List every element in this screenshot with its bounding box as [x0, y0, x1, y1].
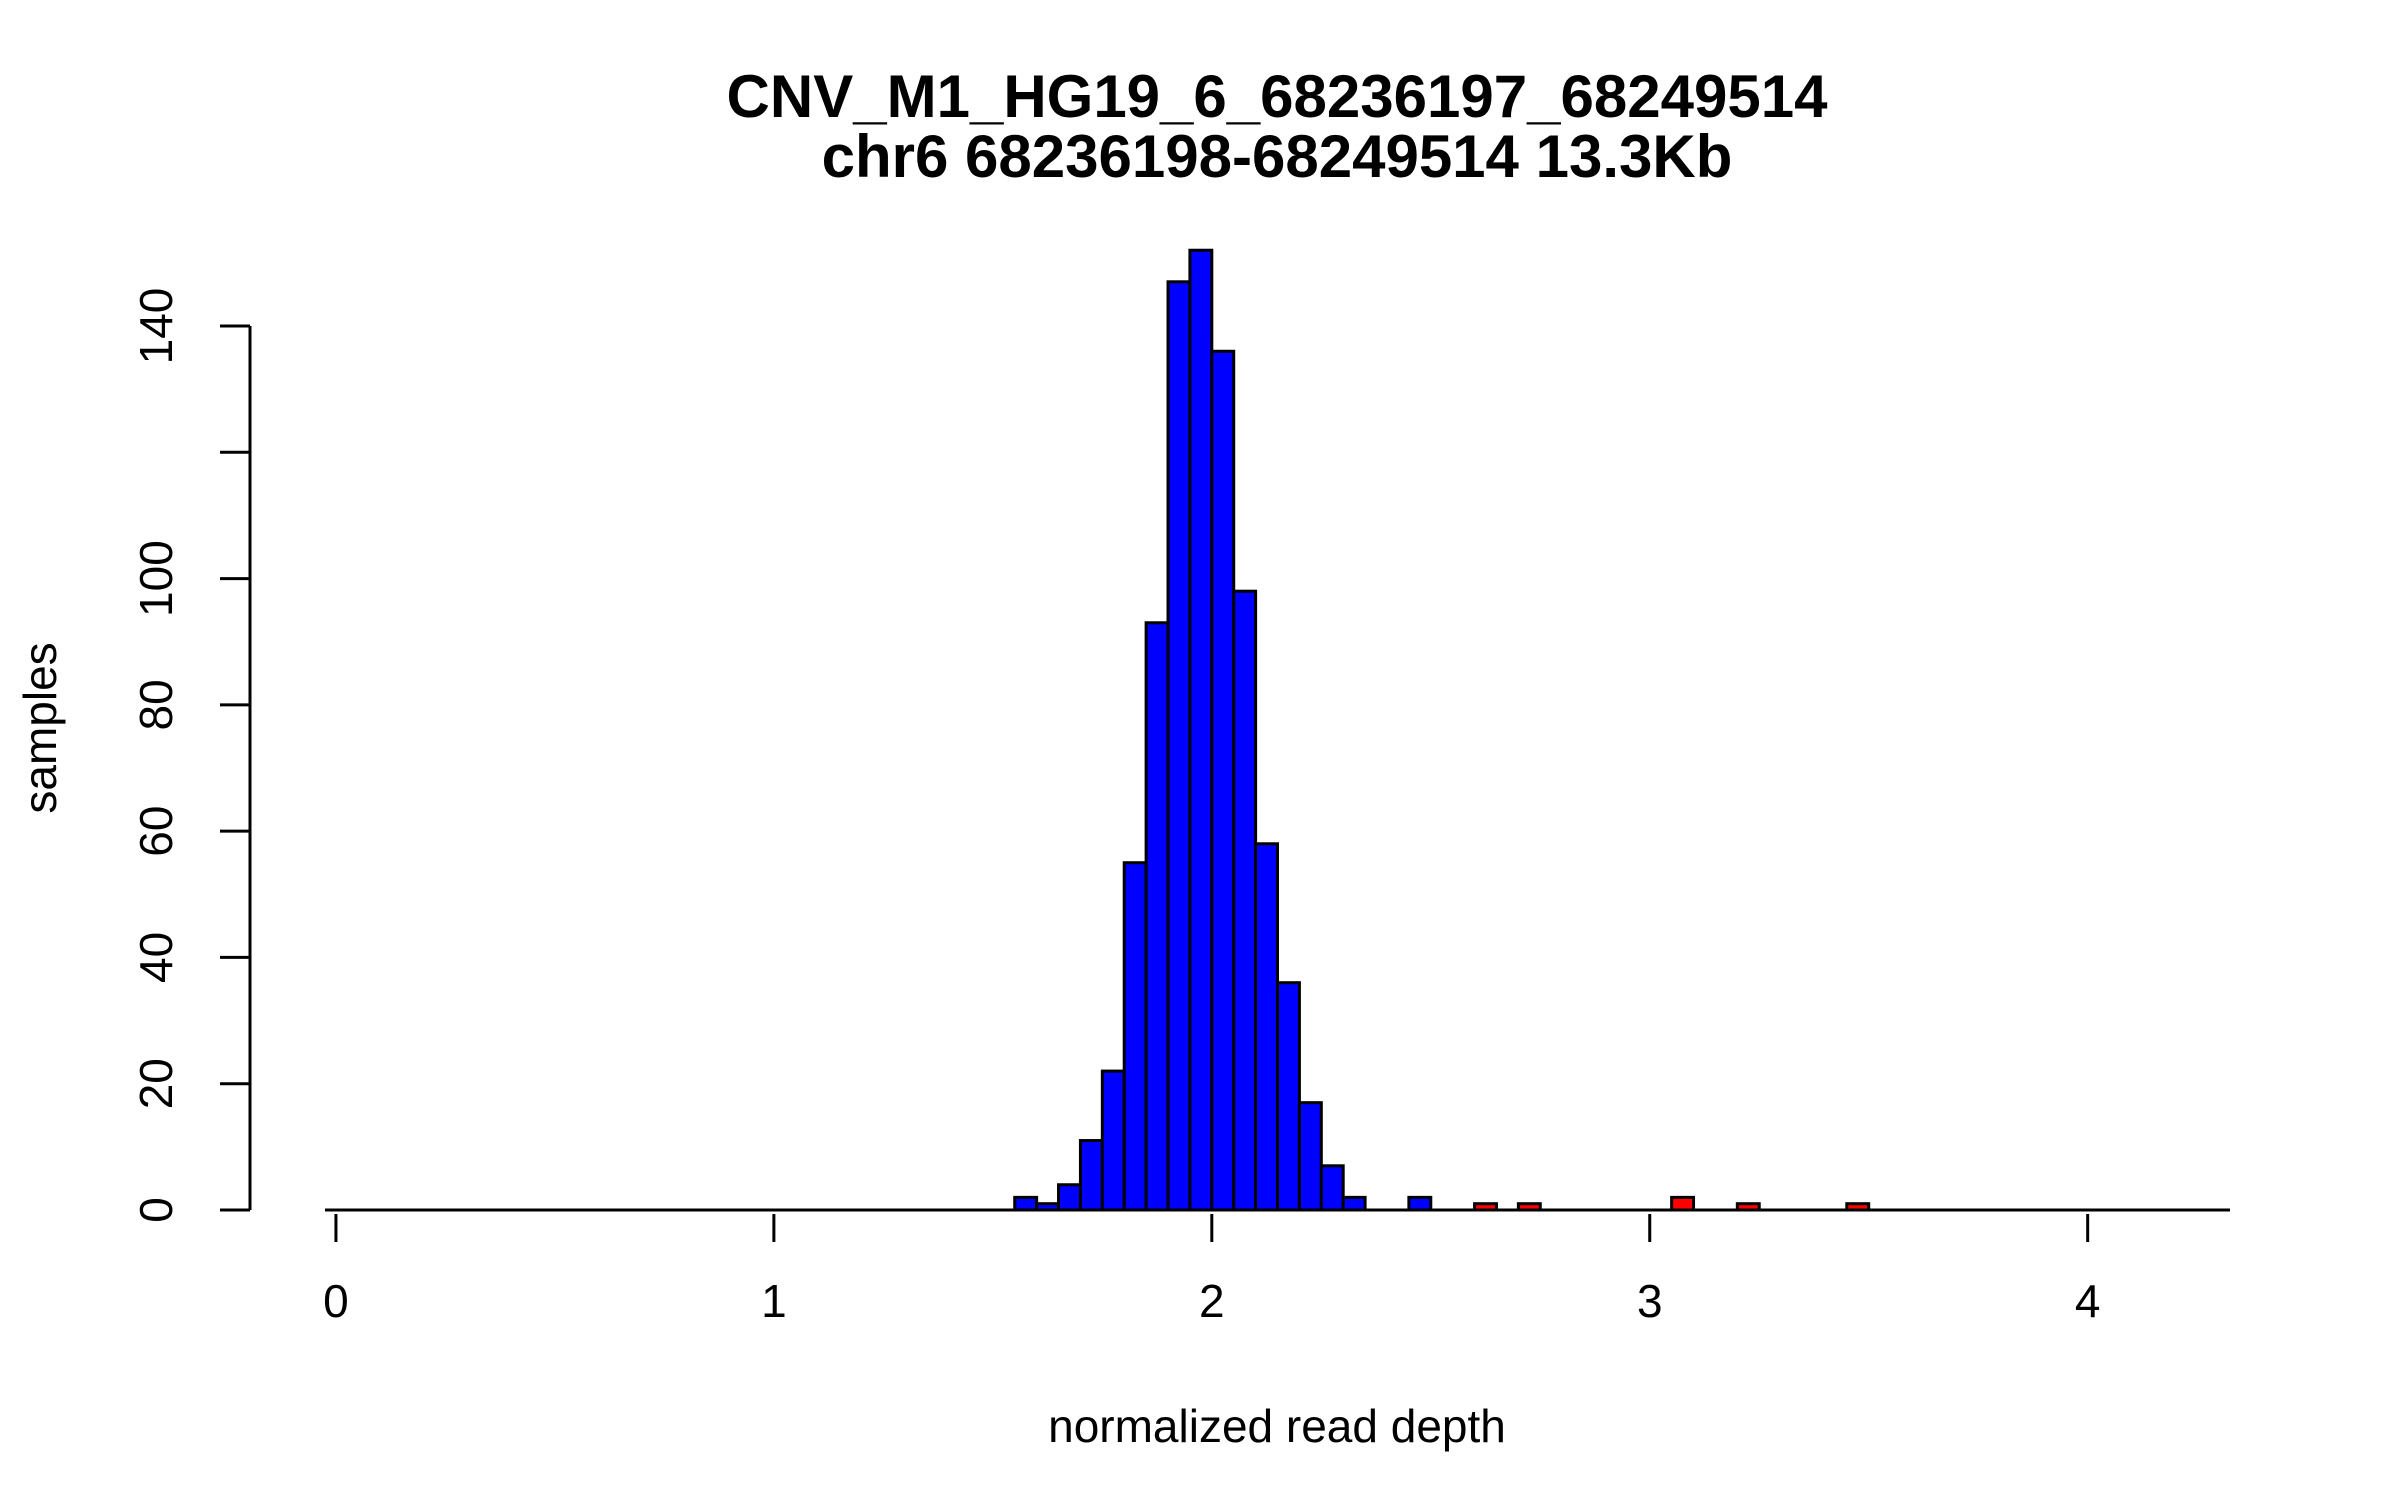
histogram-bar: [1297, 1101, 1323, 1212]
y-tick-label: 20: [130, 1058, 182, 1109]
histogram-bar: [1276, 981, 1301, 1212]
y-tick-label: 140: [130, 288, 182, 365]
histogram-bar: [1188, 248, 1214, 1212]
x-tick-label: 0: [323, 1275, 349, 1327]
y-tick-label: 60: [130, 806, 182, 857]
duplication-bar: [1670, 1195, 1696, 1212]
x-tick-label: 2: [1199, 1275, 1225, 1327]
x-axis: 0 1 2 3 4: [323, 1214, 2101, 1327]
y-tick-label: 0: [130, 1197, 182, 1223]
histogram-bar: [1254, 842, 1279, 1212]
x-axis-label: normalized read depth: [1048, 1400, 1506, 1452]
histogram-bar: [1407, 1195, 1433, 1212]
histogram-bar: [1166, 280, 1192, 1212]
y-tick-label: 40: [130, 932, 182, 983]
histogram-bar: [1078, 1139, 1104, 1212]
histogram-bar: [1210, 349, 1236, 1212]
histogram-bar: [1013, 1195, 1039, 1212]
histogram-bars: [1013, 248, 1871, 1212]
histogram-bar: [1122, 861, 1148, 1212]
histogram-bar: [1100, 1069, 1126, 1212]
chart-title-line1: CNV_M1_HG19_6_68236197_68249514: [727, 63, 1829, 130]
histogram-bar: [1144, 621, 1170, 1212]
histogram-bar: [1319, 1164, 1345, 1212]
chart-title-line2: chr6 68236198-68249514 13.3Kb: [822, 123, 1733, 190]
histogram-bar: [1341, 1195, 1367, 1212]
x-tick-label: 4: [2075, 1275, 2101, 1327]
y-tick-label: 100: [130, 540, 182, 617]
y-axis-label: samples: [14, 642, 66, 813]
histogram-bar: [1057, 1183, 1082, 1212]
y-tick-label: 80: [130, 679, 182, 730]
histogram-bar: [1232, 589, 1258, 1212]
x-tick-label: 1: [761, 1275, 787, 1327]
y-axis: 0 20 40 60 80 100 140: [130, 288, 252, 1223]
x-tick-label: 3: [1637, 1275, 1663, 1327]
